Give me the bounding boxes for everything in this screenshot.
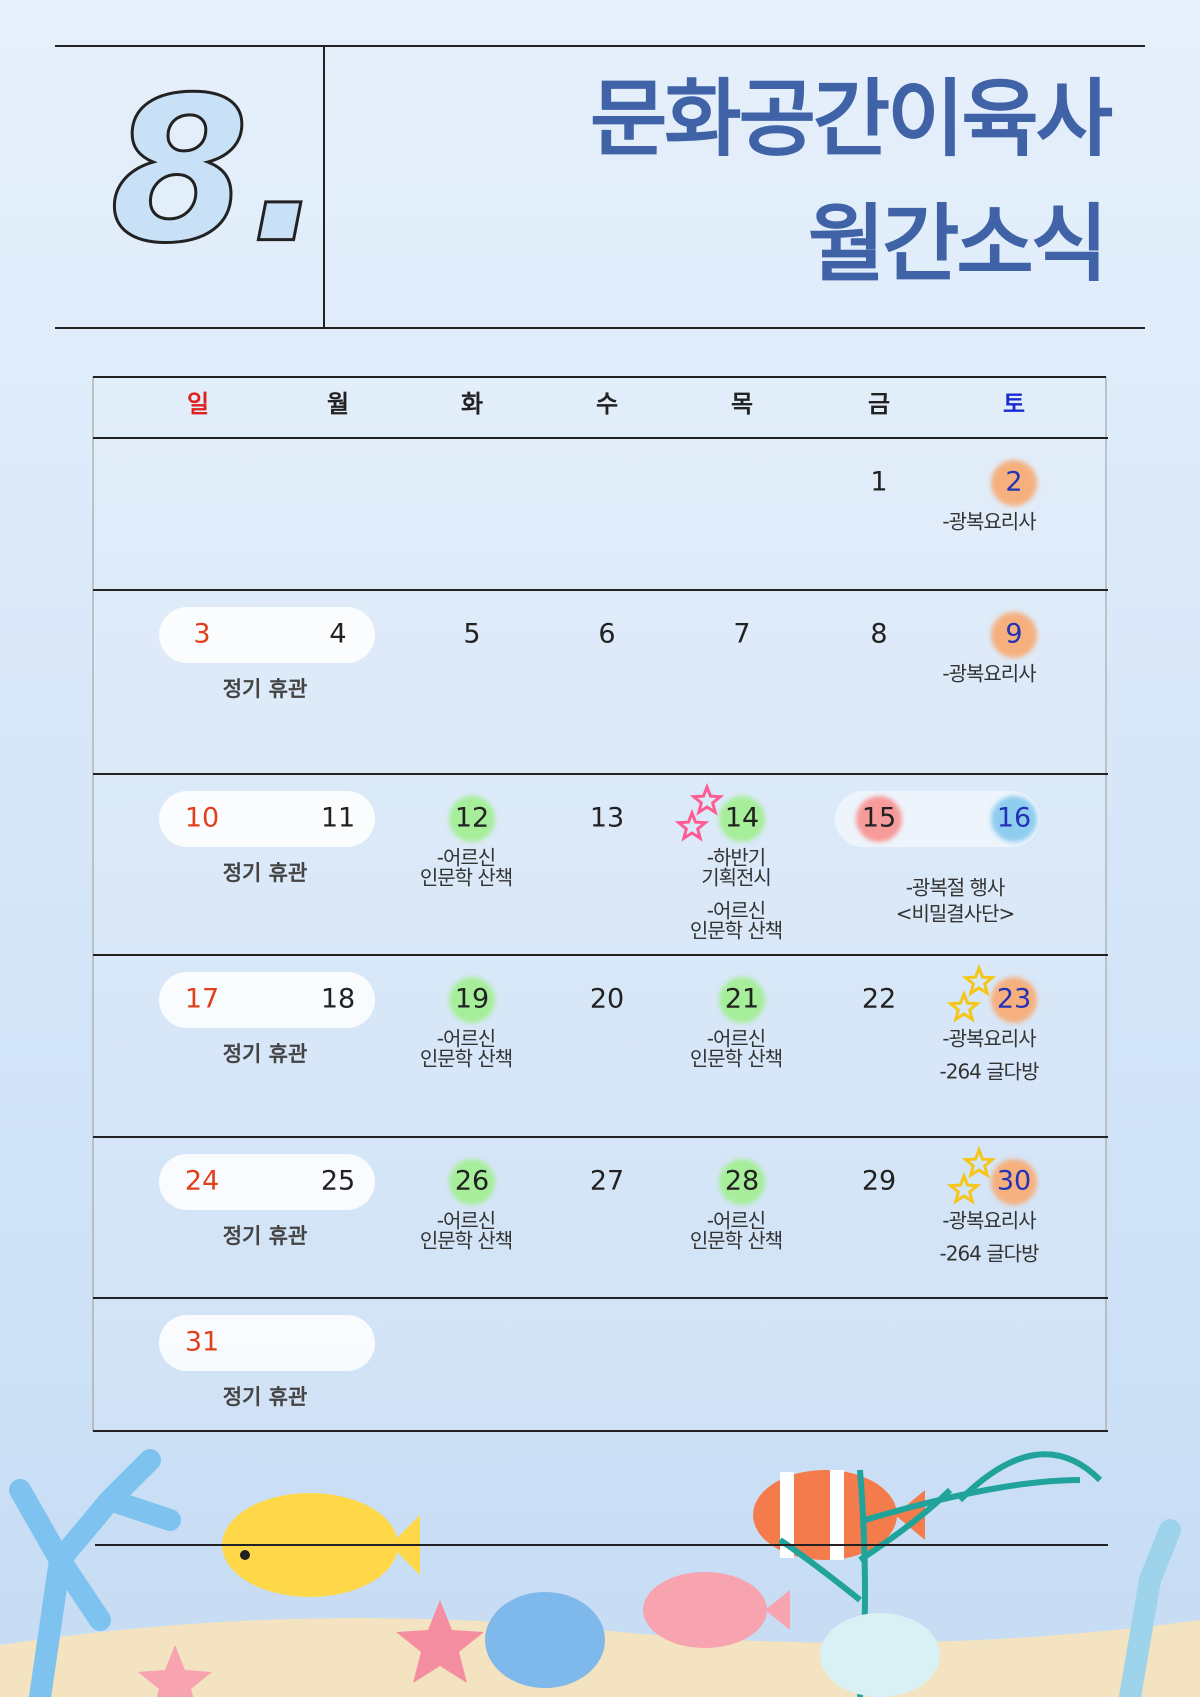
- event-line: -264 글다방: [940, 1242, 1040, 1266]
- event-line: 인문학 산책: [420, 866, 512, 890]
- day-number: 11: [321, 803, 355, 834]
- event-line: -어르신: [437, 1027, 495, 1051]
- day-highlight: [856, 796, 902, 842]
- day-number: 20: [590, 984, 624, 1015]
- event-line: -어르신: [707, 899, 765, 923]
- day-number: 24: [185, 1166, 219, 1197]
- day-number: 14: [725, 803, 759, 834]
- day-number: 7: [733, 619, 750, 650]
- event-line: -광복요리사: [942, 1209, 1036, 1233]
- day-number: 19: [455, 984, 489, 1015]
- closed-pill: [159, 791, 375, 847]
- day-number: 16: [997, 803, 1031, 834]
- title-line: 월간소식: [808, 195, 1105, 293]
- day-number: 17: [185, 984, 219, 1015]
- event-line: 기획전시: [701, 866, 771, 890]
- day-highlight: [719, 977, 765, 1023]
- day-number: 3: [193, 619, 210, 650]
- day-number: 6: [598, 619, 615, 650]
- day-number: 25: [321, 1166, 355, 1197]
- day-number: 5: [463, 619, 480, 650]
- day-number: 4: [329, 619, 346, 650]
- day-number: 27: [590, 1166, 624, 1197]
- day-number: 2: [1005, 467, 1022, 498]
- star: [689, 782, 725, 816]
- closed-note: 정기 휴관: [223, 677, 308, 701]
- event-line: -어르신: [707, 1027, 765, 1051]
- star: [961, 1145, 997, 1179]
- event-line: -어르신: [707, 1209, 765, 1233]
- event-line: -광복절 행사: [906, 876, 1005, 900]
- day-number: 29: [862, 1166, 896, 1197]
- day-number: 8: [870, 619, 887, 650]
- weekday: 일: [187, 390, 209, 418]
- closed-pill: [159, 972, 375, 1028]
- sea-decoration: [0, 1449, 1200, 1697]
- day-number: 15: [862, 803, 896, 834]
- star: [674, 808, 710, 842]
- day-highlight: [991, 977, 1037, 1023]
- day-highlight: [449, 1159, 495, 1205]
- closed-note: 정기 휴관: [223, 1224, 308, 1248]
- event-line: -어르신: [437, 846, 495, 870]
- event-line: -264 글다방: [940, 1060, 1040, 1084]
- event-line: -하반기: [707, 846, 765, 870]
- day-number: 26: [455, 1166, 489, 1197]
- closed-pill: [159, 607, 375, 663]
- month: 8.: [110, 55, 325, 288]
- day-number: 23: [997, 984, 1031, 1015]
- title-line: 문화공간이육사: [590, 70, 1113, 168]
- event-line: 인문학 산책: [690, 1229, 782, 1253]
- star: [946, 1171, 982, 1205]
- day-number: 30: [997, 1166, 1031, 1197]
- event-line: -광복요리사: [942, 1027, 1036, 1051]
- day-highlight: [449, 977, 495, 1023]
- closed-note: 정기 휴관: [223, 861, 308, 885]
- day-number: 9: [1005, 619, 1022, 650]
- closed-note: 정기 휴관: [223, 1042, 308, 1066]
- event-line: 인문학 산책: [420, 1229, 512, 1253]
- day-number: 10: [185, 803, 219, 834]
- event-line: 인문학 산책: [690, 919, 782, 943]
- event-line: <비밀결사단>: [896, 902, 1015, 926]
- day-number: 13: [590, 803, 624, 834]
- day-number: 21: [725, 984, 759, 1015]
- closed-pill: [159, 1154, 375, 1210]
- star: [961, 963, 997, 997]
- day-number: 22: [862, 984, 896, 1015]
- weekday: 수: [596, 390, 618, 418]
- event-line: -어르신: [437, 1209, 495, 1233]
- day-highlight: [991, 460, 1037, 506]
- day-number: 31: [185, 1327, 219, 1358]
- weekday: 월: [327, 390, 349, 418]
- closed-pill: [159, 1315, 375, 1371]
- day-highlight: [449, 796, 495, 842]
- event-line: -광복요리사: [942, 510, 1036, 534]
- weekday: 목: [731, 390, 753, 418]
- day-highlight: [991, 1159, 1037, 1205]
- closed-note: 정기 휴관: [223, 1385, 308, 1409]
- weekday: 화: [461, 390, 483, 418]
- day-number: 18: [321, 984, 355, 1015]
- day-highlight: [719, 1159, 765, 1205]
- day-highlight: [719, 796, 765, 842]
- event-line: 인문학 산책: [690, 1047, 782, 1071]
- day-number: 1: [870, 467, 887, 498]
- day-highlight: [991, 796, 1037, 842]
- day-number: 12: [455, 803, 489, 834]
- calendar-frame: [92, 376, 1107, 1432]
- star: [946, 989, 982, 1023]
- day-number: 28: [725, 1166, 759, 1197]
- day-highlight: [991, 612, 1037, 658]
- weekday: 토: [1003, 390, 1025, 418]
- event-line: 인문학 산책: [420, 1047, 512, 1071]
- event-line: -광복요리사: [942, 662, 1036, 686]
- weekday: 금: [868, 390, 890, 418]
